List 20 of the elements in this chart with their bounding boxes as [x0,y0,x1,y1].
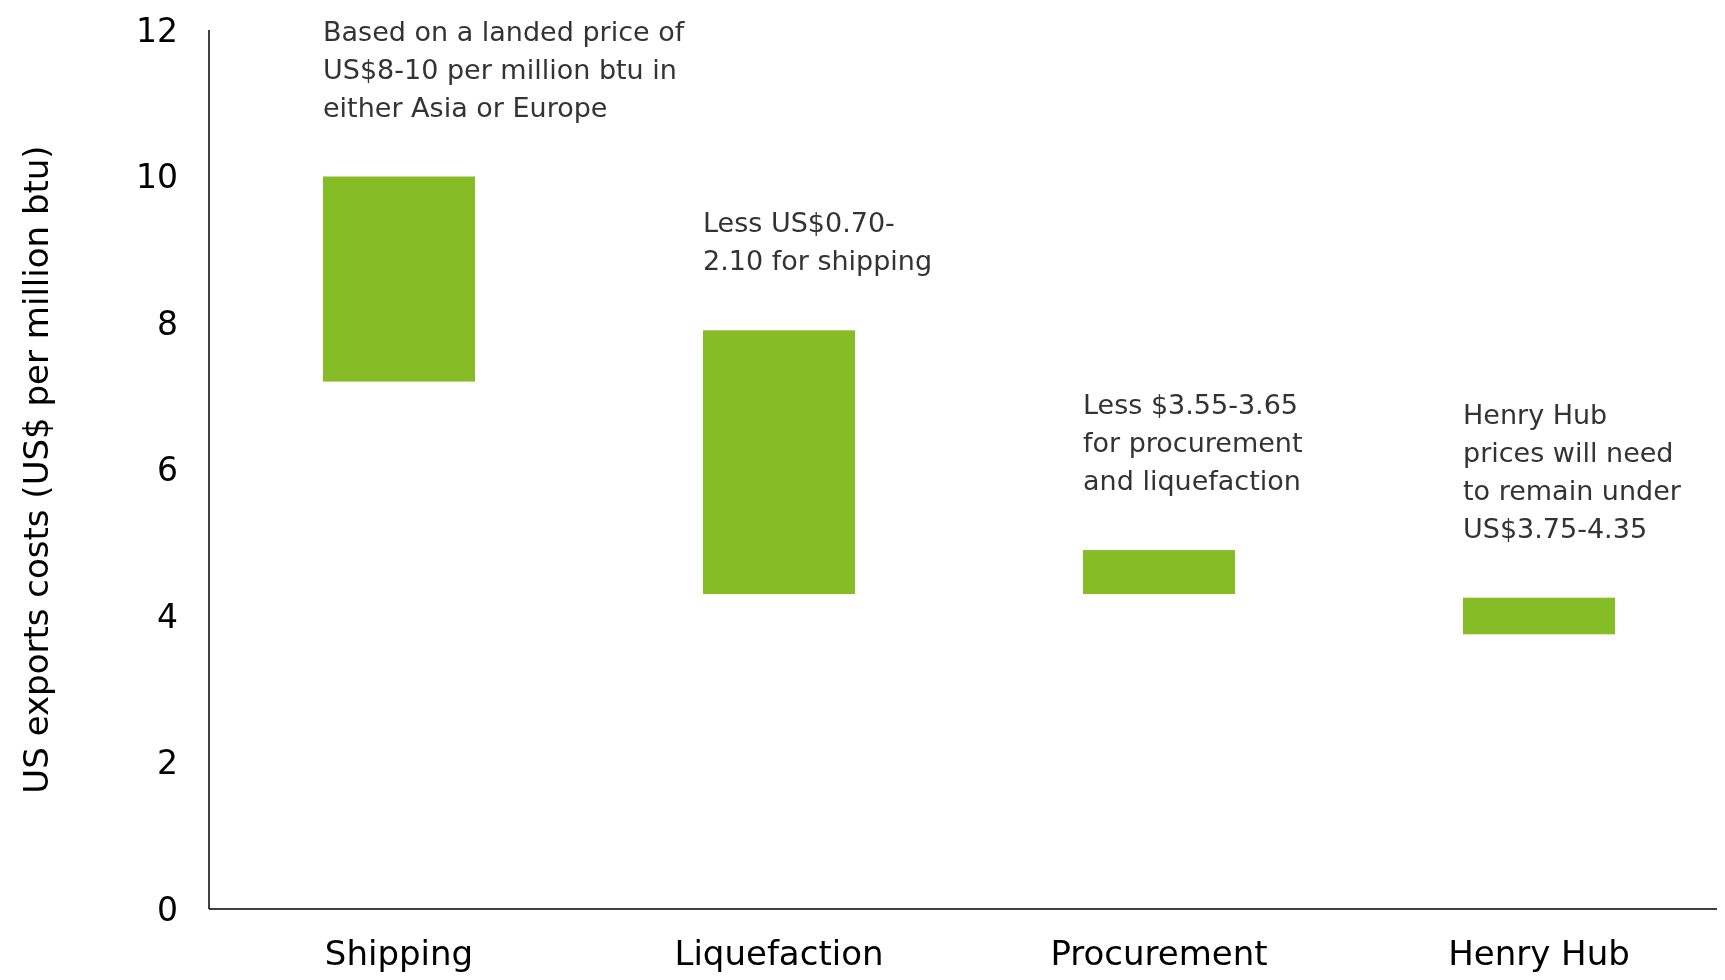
bar [323,176,475,382]
bar [1083,550,1235,595]
y-tick-label: 0 [157,889,178,929]
annotation: Less US$0.70- 2.10 for shipping [703,207,933,277]
annotation: Less $3.55-3.65 for procurement and liquefaction [1083,389,1303,497]
y-tick-label: 10 [136,157,178,197]
y-tick-label: 12 [136,10,178,50]
y-tick-label: 6 [157,450,178,490]
x-tick-label: Liquefaction [674,933,884,973]
y-tick-label: 2 [157,743,178,783]
x-tick-label: Procurement [1050,933,1268,973]
bar [1463,597,1615,635]
y-tick-label: 4 [157,596,178,636]
bar [703,330,855,595]
x-tick-label: Henry Hub [1448,933,1630,973]
x-tick-label: Shipping [324,933,474,973]
annotation: Based on a landed price of US$8-10 per million btu in either Asia or Europe [323,15,686,123]
y-axis-title: US exports costs (US$ per million btu) [16,145,56,794]
y-tick-label: 8 [157,303,178,343]
annotation: Henry Hub prices will need to remain under US$3.75-4.35 [1463,398,1682,544]
